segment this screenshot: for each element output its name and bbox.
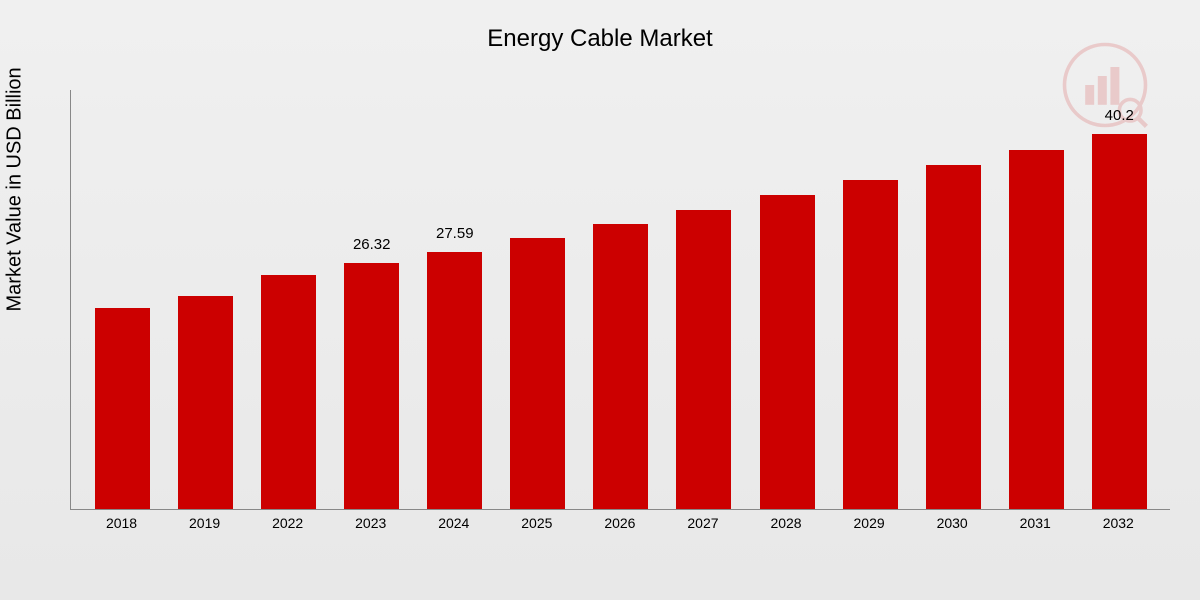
bar xyxy=(1092,134,1147,509)
bar-group: 27.59 xyxy=(417,89,492,509)
bar xyxy=(95,308,150,509)
y-axis-label: Market Value in USD Billion xyxy=(4,67,27,311)
bars-wrapper: 26.32 27.59 40.2 xyxy=(71,89,1171,509)
bar xyxy=(178,296,233,509)
bar-group: 26.32 xyxy=(334,89,409,509)
x-axis-label: 2024 xyxy=(416,515,491,531)
bar xyxy=(843,180,898,509)
bar xyxy=(676,210,731,509)
bar-group xyxy=(750,89,825,509)
bar xyxy=(593,224,648,509)
plot-area: 26.32 27.59 40.2 xyxy=(70,90,1170,510)
x-axis-label: 2030 xyxy=(915,515,990,531)
x-axis-label: 2022 xyxy=(250,515,325,531)
bar-group xyxy=(583,89,658,509)
bar-value-label: 40.2 xyxy=(1105,107,1134,124)
bar-group xyxy=(999,89,1074,509)
x-axis-label: 2027 xyxy=(665,515,740,531)
bar xyxy=(427,252,482,510)
chart-container: 26.3227.5940.2 2018201920222023202420252… xyxy=(70,90,1170,560)
bar xyxy=(1009,150,1064,509)
x-axis-label: 2023 xyxy=(333,515,408,531)
x-axis-label: 2018 xyxy=(84,515,159,531)
bar-group xyxy=(666,89,741,509)
bar-group xyxy=(251,89,326,509)
x-axis-labels: 2018 2019 2022 2023 2024 2025 2026 2027 2028 2029… xyxy=(70,515,1170,531)
x-axis-label: 2025 xyxy=(499,515,574,531)
x-axis-label: 2029 xyxy=(832,515,907,531)
x-axis-label: 2031 xyxy=(998,515,1073,531)
bar-group xyxy=(168,89,243,509)
bar xyxy=(510,238,565,509)
bar-group xyxy=(85,89,160,509)
bar-value-label: 27.59 xyxy=(436,225,474,242)
x-axis-label: 2026 xyxy=(582,515,657,531)
bar xyxy=(344,263,399,509)
bar-group: 40.2 xyxy=(1082,89,1157,509)
bar-group xyxy=(500,89,575,509)
bar-group xyxy=(916,89,991,509)
bar xyxy=(261,275,316,509)
chart-title: Energy Cable Market xyxy=(0,0,1200,53)
bar xyxy=(926,165,981,509)
bar-value-label: 26.32 xyxy=(353,236,391,253)
x-axis-label: 2032 xyxy=(1081,515,1156,531)
bar xyxy=(760,195,815,509)
bar-group xyxy=(833,89,908,509)
x-axis-label: 2019 xyxy=(167,515,242,531)
x-axis-label: 2028 xyxy=(749,515,824,531)
